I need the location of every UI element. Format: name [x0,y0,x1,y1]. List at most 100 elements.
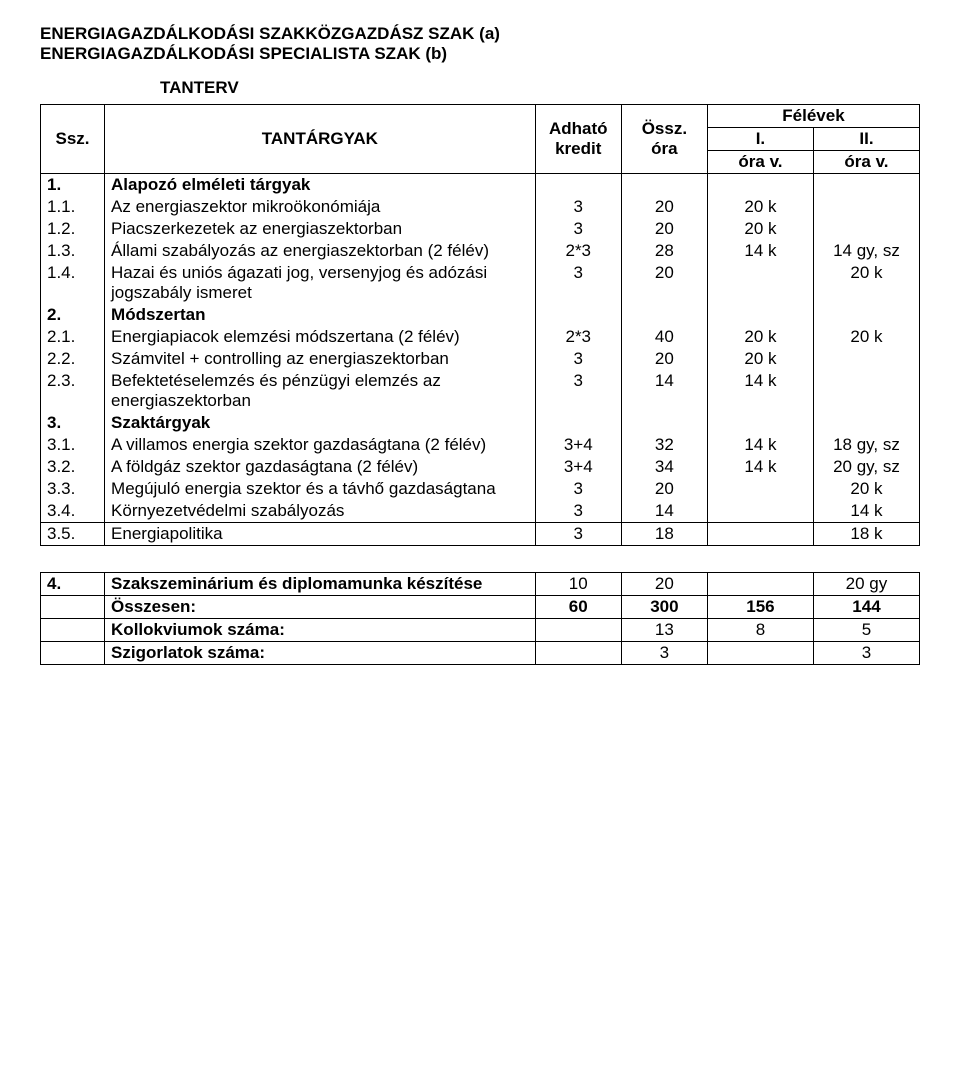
totals-osszesen-kredit: 60 [535,596,621,619]
cell-s1: 20 k [707,218,813,240]
cell-ossz: 20 [621,262,707,304]
cell-name: Állami szabályozás az energiaszektorban … [105,240,536,262]
cell-kredit: 3 [535,218,621,240]
totals-kollokv-s2: 5 [813,619,919,642]
cell-s2 [813,174,919,197]
cell-ossz: 20 [621,573,707,596]
spacer-row [41,546,920,573]
cell-name: Számvitel + controlling az energiaszekto… [105,348,536,370]
cell-s1: 20 k [707,348,813,370]
cell-ossz: 20 [621,196,707,218]
table-row: 1.1.Az energiaszektor mikroökonómiája320… [41,196,920,218]
cell-s1 [707,573,813,596]
col-felevek: Félévek [707,105,919,128]
totals-osszesen-ossz: 300 [621,596,707,619]
table-row: 3.4.Környezetvédelmi szabályozás31414 k [41,500,920,523]
table-header-row-1: Ssz. TANTÁRGYAK Adható kredit Össz. óra … [41,105,920,128]
cell-s2 [813,370,919,412]
table-row: 3.1.A villamos energia szektor gazdaságt… [41,434,920,456]
cell-kredit [535,412,621,434]
cell-ossz [621,174,707,197]
cell-s1: 14 k [707,240,813,262]
cell-kredit: 3 [535,523,621,546]
totals-szigorl-label: Szigorlatok száma: [105,642,536,665]
cell-ossz [621,304,707,326]
cell-s2: 20 gy, sz [813,456,919,478]
cell-s2 [813,348,919,370]
table-row: 2.3.Befektetéselemzés és pénzügyi elemzé… [41,370,920,412]
cell-s1 [707,500,813,523]
cell-ossz: 28 [621,240,707,262]
cell-name: Módszertan [105,304,536,326]
totals-kollokv-ossz: 13 [621,619,707,642]
totals-row-kollokv: Kollokviumok száma: 13 8 5 [41,619,920,642]
cell-kredit: 3 [535,348,621,370]
cell-idx: 3.5. [41,523,105,546]
cell-s2 [813,304,919,326]
cell-s1 [707,478,813,500]
col-subjects: TANTÁRGYAK [105,105,536,174]
cell-idx: 1. [41,174,105,197]
cell-kredit: 2*3 [535,326,621,348]
cell-idx: 2.3. [41,370,105,412]
col-orav-1: óra v. [707,151,813,174]
table-row: 1.3.Állami szabályozás az energiaszektor… [41,240,920,262]
cell-s2: 20 k [813,262,919,304]
totals-row-szigorl: Szigorlatok száma: 3 3 [41,642,920,665]
cell-ossz: 14 [621,500,707,523]
totals-szigorl-ossz: 3 [621,642,707,665]
table-row: 2.2.Számvitel + controlling az energiasz… [41,348,920,370]
cell-ossz: 20 [621,348,707,370]
cell-idx: 2. [41,304,105,326]
cell-s2: 20 k [813,326,919,348]
cell-idx: 1.3. [41,240,105,262]
totals-osszesen-label: Összesen: [105,596,536,619]
cell-s1 [707,262,813,304]
curriculum-table: Ssz. TANTÁRGYAK Adható kredit Össz. óra … [40,104,920,665]
cell-name: Szaktárgyak [105,412,536,434]
cell-kredit: 10 [535,573,621,596]
cell-s2: 18 k [813,523,919,546]
col-ossz: Össz. óra [621,105,707,174]
cell-idx: 3.3. [41,478,105,500]
cell-ossz: 34 [621,456,707,478]
table-row: 1.4.Hazai és uniós ágazati jog, versenyj… [41,262,920,304]
col-kredit: Adható kredit [535,105,621,174]
cell-s2: 14 k [813,500,919,523]
cell-ossz: 14 [621,370,707,412]
table-row: 3.3.Megújuló energia szektor és a távhő … [41,478,920,500]
cell-ossz: 20 [621,218,707,240]
cell-kredit: 3 [535,500,621,523]
heading-block: ENERGIAGAZDÁLKODÁSI SZAKKÖZGAZDÁSZ SZAK … [40,24,920,64]
col-ssz: Ssz. [41,105,105,174]
cell-s1 [707,174,813,197]
cell-ossz: 20 [621,478,707,500]
totals-szigorl-s2: 3 [813,642,919,665]
cell-ossz [621,412,707,434]
table-row: 1.2.Piacszerkezetek az energiaszektorban… [41,218,920,240]
cell-s1: 20 k [707,196,813,218]
cell-name: Szakszeminárium és diplomamunka készítés… [105,573,536,596]
cell-s1: 14 k [707,370,813,412]
cell-kredit [535,304,621,326]
cell-name: Energiapolitika [105,523,536,546]
cell-s2: 20 gy [813,573,919,596]
cell-kredit [535,174,621,197]
cell-s1 [707,412,813,434]
cell-kredit: 2*3 [535,240,621,262]
cell-kredit: 3 [535,196,621,218]
cell-s2 [813,218,919,240]
cell-s1: 14 k [707,456,813,478]
cell-idx: 3.1. [41,434,105,456]
cell-s2: 18 gy, sz [813,434,919,456]
cell-idx: 4. [41,573,105,596]
cell-idx: 1.2. [41,218,105,240]
table-row: 2.Módszertan [41,304,920,326]
cell-s2: 20 k [813,478,919,500]
cell-kredit: 3+4 [535,434,621,456]
cell-idx: 3.4. [41,500,105,523]
cell-s1: 20 k [707,326,813,348]
cell-kredit: 3 [535,370,621,412]
cell-s2 [813,196,919,218]
cell-name: Piacszerkezetek az energiaszektorban [105,218,536,240]
